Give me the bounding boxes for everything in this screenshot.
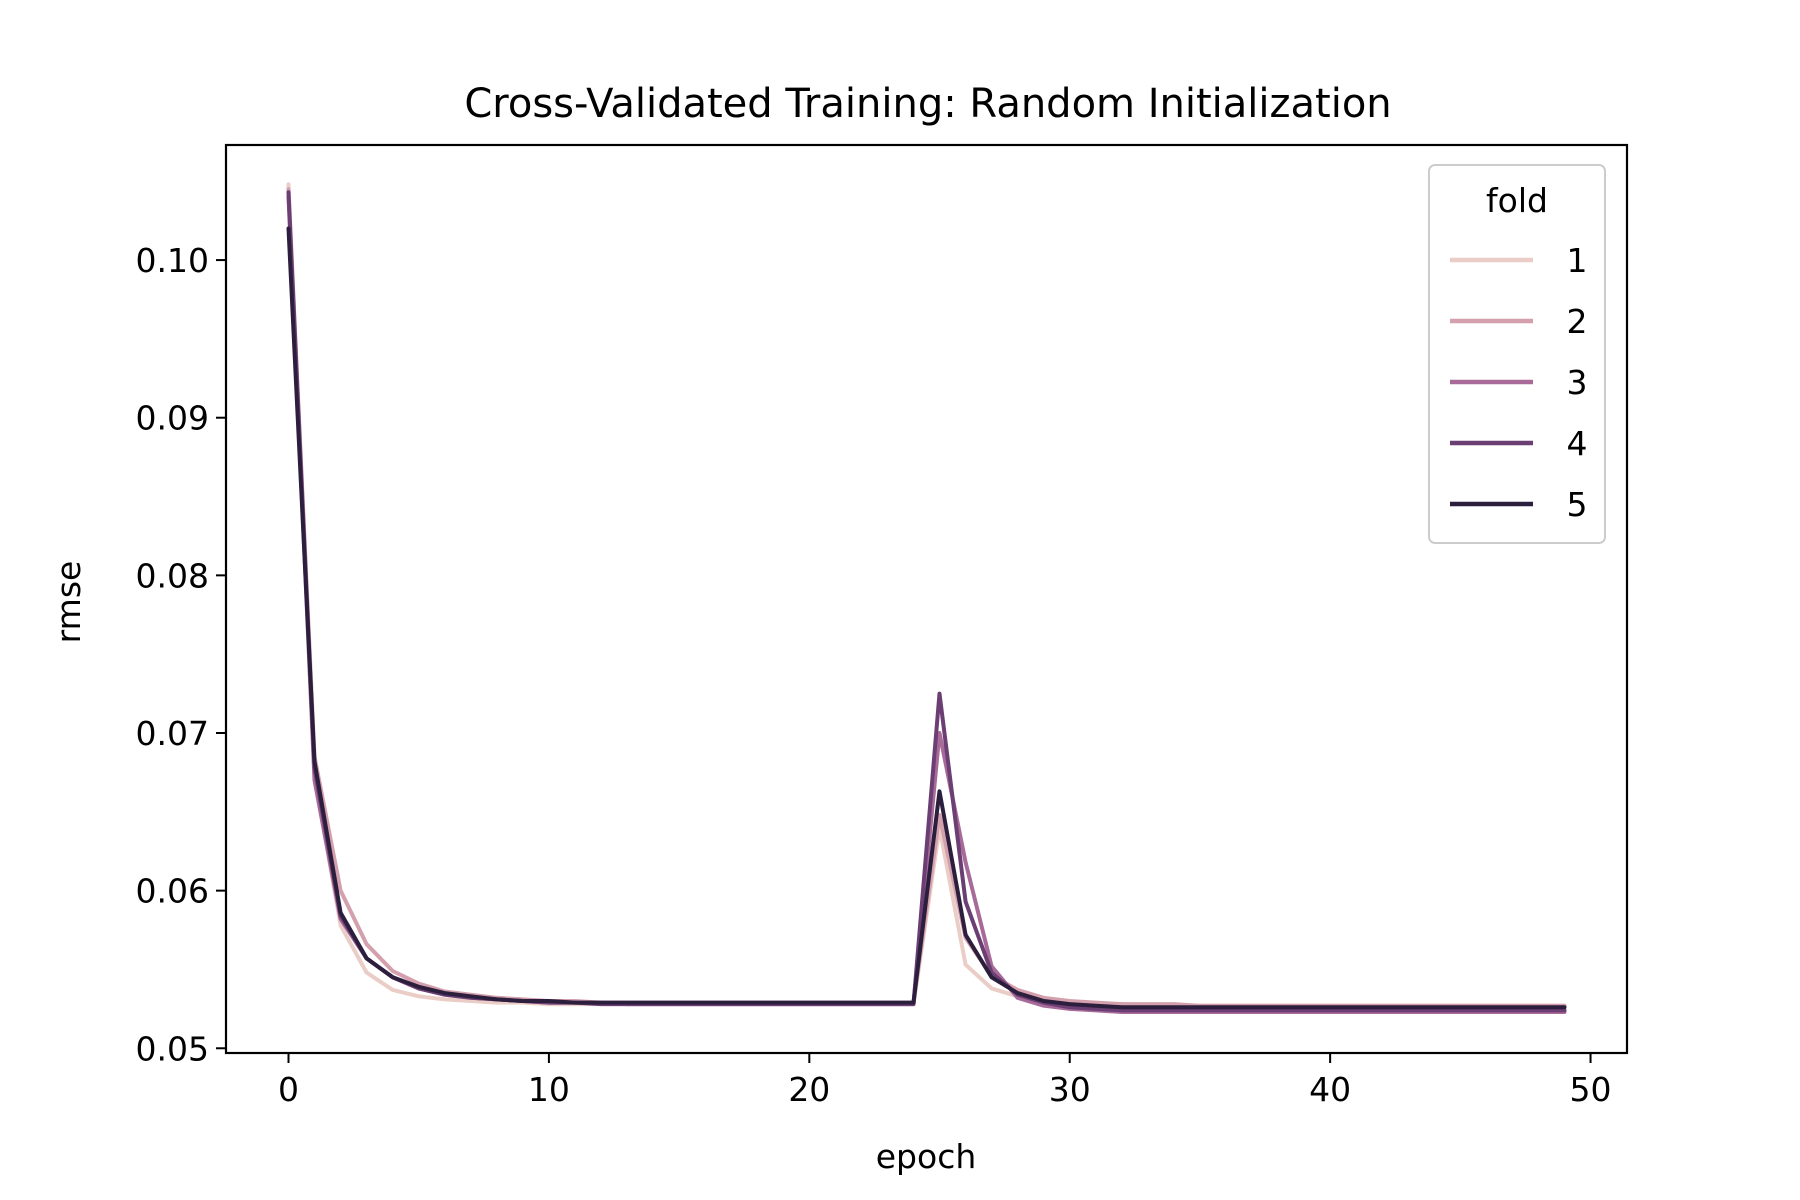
y-axis-label: rmse: [49, 561, 88, 644]
chart-title: Cross-Validated Training: Random Initial…: [464, 81, 1391, 127]
x-axis: 0 10 20 30 40 50: [278, 1053, 1612, 1109]
legend-label-fold-3: 3: [1567, 363, 1588, 402]
series-group: [286, 182, 1567, 1014]
legend: fold 1 2 3 4 5: [1428, 164, 1606, 544]
y-tick-label: 0.09: [136, 399, 209, 438]
y-tick-label: 0.06: [136, 872, 209, 911]
x-tick-label: 50: [1570, 1070, 1612, 1109]
legend-title: fold: [1486, 181, 1548, 220]
x-tick-label: 10: [528, 1070, 570, 1109]
x-axis-label: epoch: [876, 1137, 977, 1176]
legend-label-fold-2: 2: [1567, 302, 1588, 341]
y-tick-label: 0.10: [136, 241, 209, 280]
y-tick-label: 0.05: [136, 1029, 209, 1068]
legend-items: 1 2 3 4 5: [1450, 241, 1588, 524]
legend-label-fold-4: 4: [1567, 424, 1588, 463]
plot-frame: [224, 143, 1629, 1055]
legend-label-fold-5: 5: [1567, 485, 1588, 524]
legend-label-fold-1: 1: [1567, 241, 1588, 280]
y-tick-label: 0.08: [136, 556, 209, 595]
x-tick-label: 20: [788, 1070, 830, 1109]
y-tick-label: 0.07: [136, 714, 209, 753]
x-tick-label: 40: [1309, 1070, 1351, 1109]
series-line-fold-5: [286, 226, 1567, 1010]
y-axis: 0.05 0.06 0.07 0.08 0.09 0.10: [136, 241, 226, 1068]
x-tick-label: 30: [1049, 1070, 1091, 1109]
x-tick-label: 0: [278, 1070, 299, 1109]
